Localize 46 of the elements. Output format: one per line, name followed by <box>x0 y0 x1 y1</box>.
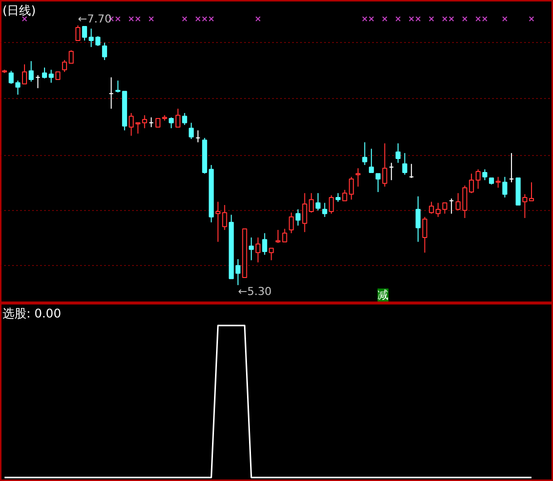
candlestick <box>175 108 180 128</box>
candlestick <box>322 202 328 218</box>
candlestick <box>316 192 321 211</box>
candlestick <box>348 176 354 200</box>
candlestick <box>255 236 260 263</box>
candlestick <box>396 142 401 164</box>
candlestick <box>95 36 100 46</box>
candlestick <box>188 122 194 140</box>
chart-title: 选股: 0.00 <box>2 306 62 320</box>
candlestick <box>342 189 348 202</box>
candlestick <box>288 212 294 234</box>
candlestick <box>268 248 274 261</box>
candlestick <box>88 28 94 48</box>
candlestick <box>502 176 508 198</box>
candlestick <box>482 168 488 181</box>
candlestick <box>376 173 381 193</box>
candlestick <box>75 24 80 42</box>
candlestick <box>22 64 28 84</box>
candlestick <box>102 42 108 61</box>
candlestick <box>416 196 421 242</box>
candlestick <box>15 80 20 96</box>
annotation: 减 <box>378 288 388 302</box>
candlestick <box>296 208 301 226</box>
candlestick <box>368 148 374 174</box>
candlestick <box>302 192 308 233</box>
candlestick <box>8 70 14 84</box>
candlestick <box>356 168 361 188</box>
candlestick <box>362 142 368 166</box>
candlestick <box>28 60 34 82</box>
candlestick <box>456 192 461 211</box>
candlestick <box>328 194 334 214</box>
candlestick <box>422 216 428 254</box>
candlestick <box>248 236 254 261</box>
candlestick <box>402 152 408 176</box>
candlestick <box>382 142 388 188</box>
candlestick <box>182 112 188 126</box>
annotation: ←5.30 <box>238 285 272 298</box>
chart-title: (日线) <box>2 4 36 18</box>
annotation: ←7.70 <box>78 12 112 26</box>
candlestick <box>308 192 314 214</box>
candlestick <box>168 116 174 129</box>
candlestick <box>128 112 134 136</box>
candlestick <box>442 202 448 214</box>
candlestick <box>82 26 88 42</box>
candlestick <box>262 232 268 256</box>
candlestick <box>496 176 501 188</box>
